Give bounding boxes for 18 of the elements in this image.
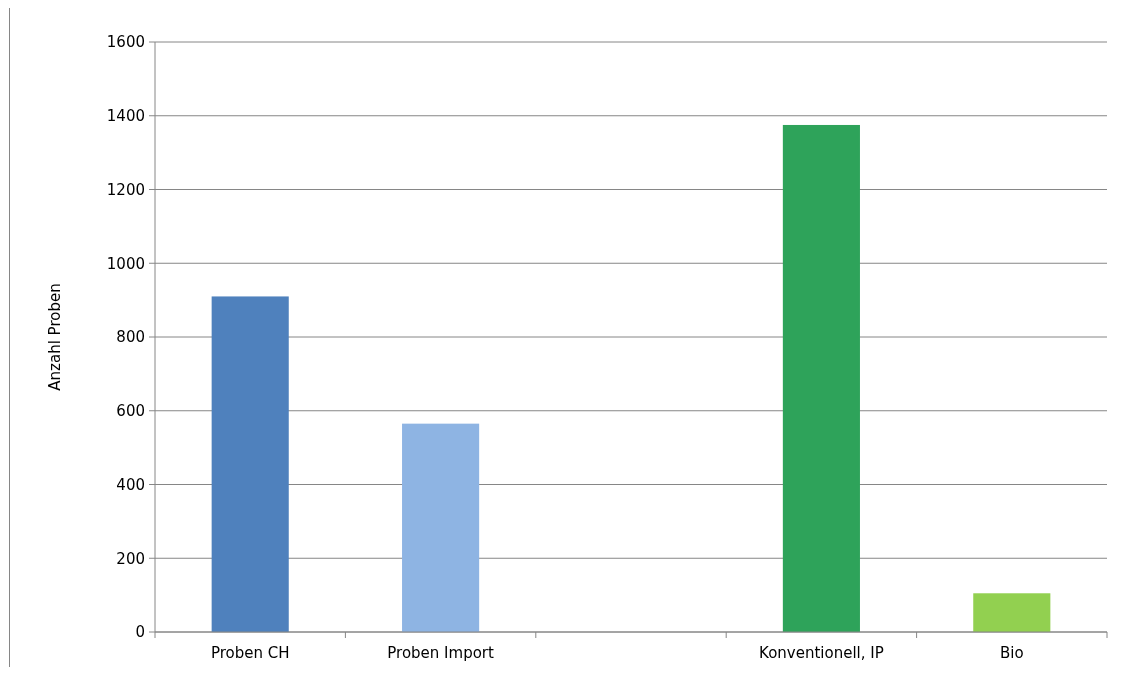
y-axis-title: Anzahl Proben bbox=[46, 283, 64, 391]
y-tick-label: 1400 bbox=[106, 107, 145, 125]
bar bbox=[402, 423, 480, 632]
x-tick-label: Proben CH bbox=[210, 644, 290, 662]
x-tick-label: Konventionell, IP bbox=[759, 644, 884, 662]
y-tick-label: 0 bbox=[135, 623, 145, 642]
y-tick-label: 200 bbox=[116, 549, 145, 568]
y-tick-label: 1200 bbox=[106, 180, 145, 199]
x-tick-label: Bio bbox=[999, 644, 1024, 662]
bar bbox=[211, 296, 289, 632]
y-tick-label: 1600 bbox=[106, 33, 145, 52]
y-tick-label: 1000 bbox=[106, 254, 145, 273]
y-tick-label: 600 bbox=[116, 402, 145, 420]
y-tick-label: 400 bbox=[116, 475, 145, 494]
y-tick-label: 800 bbox=[116, 328, 145, 347]
bar bbox=[973, 593, 1051, 632]
x-tick-label: Proben Import bbox=[387, 644, 495, 662]
bar bbox=[782, 124, 860, 632]
